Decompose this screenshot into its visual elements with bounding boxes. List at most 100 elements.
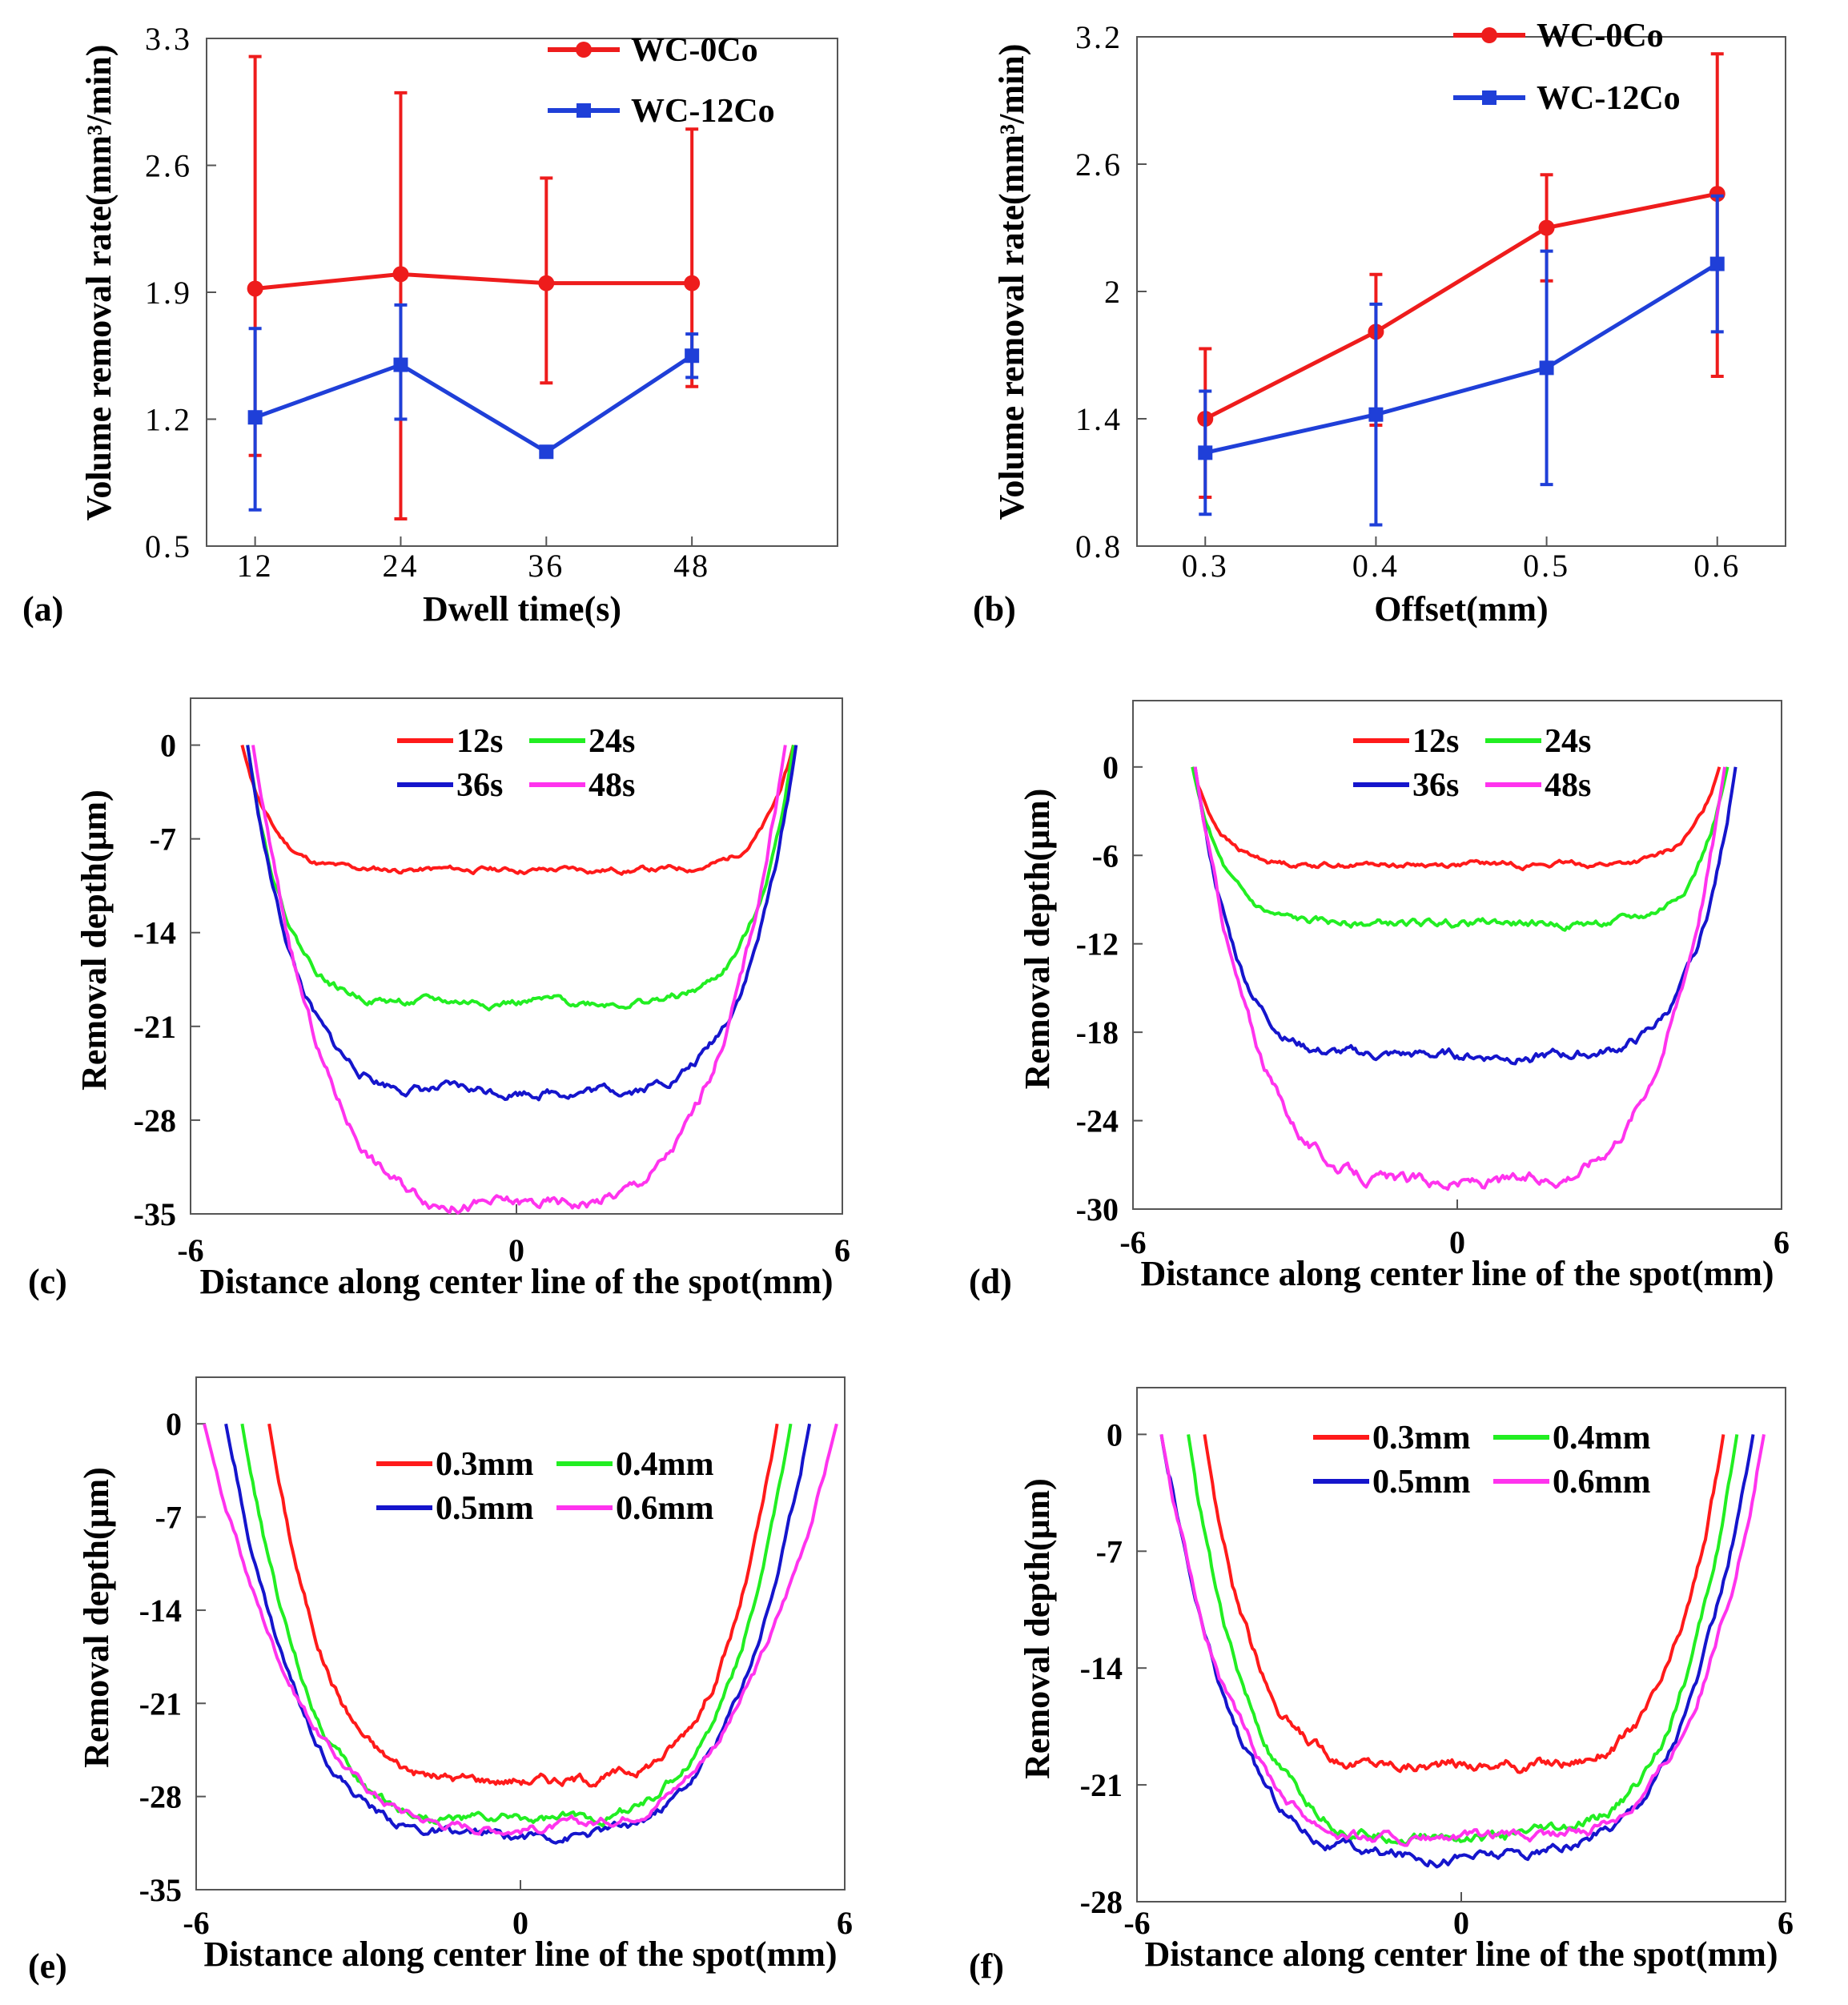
y-tick-label: -24 (1076, 1103, 1119, 1139)
x-tick-label: -6 (1123, 1905, 1150, 1941)
series-line-0 (1204, 191, 1718, 421)
y-tick-label: -21 (1080, 1767, 1123, 1803)
legend-marker (1481, 27, 1497, 43)
data-point-marker (685, 348, 700, 364)
series-line-1 (240, 1423, 793, 1828)
x-axis-title: Distance along center line of the spot(m… (199, 1262, 833, 1301)
y-axis-title: Removal depth(μm) (74, 790, 114, 1091)
x-tick-label: 6 (834, 1232, 850, 1268)
y-tick-label: -30 (1076, 1191, 1119, 1228)
legend-label: 48s (1545, 767, 1591, 804)
legend-marker (576, 103, 591, 118)
legend-label: 12s (456, 723, 503, 760)
y-tick-label: -14 (134, 915, 176, 951)
data-point-marker (247, 280, 263, 297)
y-tick-label: -7 (155, 1500, 182, 1536)
y-tick-label: -7 (150, 822, 176, 858)
legend-label: WC-12Co (631, 93, 775, 130)
series-line-0 (255, 271, 693, 291)
y-tick-label: 1.9 (145, 275, 192, 311)
series-line-3 (1193, 766, 1727, 1191)
y-tick-label: 0.8 (1075, 528, 1123, 565)
data-point-marker (1709, 256, 1725, 271)
legend-marker (1482, 90, 1496, 105)
x-tick-label: 0 (1453, 1905, 1469, 1941)
data-point-marker (1709, 186, 1725, 203)
plot-frame (1136, 36, 1786, 547)
series-line-0 (1203, 1434, 1725, 1774)
chart-panel-1: 0.8 1.4 2 2.6 3.2 0.3 0.4 0.5 0.6 Offset(mm) Volum… (973, 18, 1786, 629)
y-axis-title: Removal depth(μm) (1018, 789, 1057, 1090)
x-tick-label: -6 (177, 1232, 203, 1268)
y-tick-label: 1.2 (145, 402, 192, 438)
y-tick-label: -14 (139, 1593, 182, 1629)
x-tick-label: 12 (237, 548, 274, 584)
y-tick-label: 2.6 (145, 148, 192, 184)
x-tick-label: 0 (508, 1232, 524, 1268)
legend-label: 0.5mm (1372, 1464, 1470, 1501)
series-line-1 (1191, 766, 1729, 932)
data-point-marker (392, 266, 409, 283)
y-tick-label: -21 (134, 1009, 176, 1045)
y-axis-title: Volume removal rate(mm³/min) (992, 44, 1031, 520)
series-line-3 (1159, 1434, 1766, 1847)
legend-label: 0.6mm (616, 1490, 713, 1527)
series-line-3 (251, 745, 787, 1215)
y-tick-label: 0 (1107, 1416, 1123, 1453)
x-tick-label: 0.3 (1182, 548, 1229, 584)
x-tick-label: 0 (512, 1905, 528, 1941)
legend-marker (576, 42, 592, 58)
y-tick-label: 0 (1103, 749, 1119, 786)
series-line-0 (1191, 766, 1721, 872)
x-tick-label: 6 (1774, 1224, 1790, 1260)
series-line-2 (246, 745, 798, 1102)
legend-label: WC-0Co (631, 32, 758, 69)
y-tick-label: -21 (139, 1686, 182, 1722)
y-tick-label: -18 (1076, 1015, 1119, 1051)
x-tick-label: 0 (1449, 1224, 1465, 1260)
y-tick-label: -14 (1080, 1650, 1123, 1686)
y-axis-title: Removal depth(μm) (1018, 1478, 1057, 1779)
panel-label: (f) (969, 1947, 1004, 1986)
data-point-marker (393, 357, 408, 372)
legend-label: 24s (1545, 723, 1591, 760)
chart-panel-0: 0.5 1.2 1.9 2.6 3.3 12 24 36 48 Dwell time(s) Volu… (22, 21, 838, 629)
legend-label: 0.5mm (436, 1490, 533, 1527)
data-point-marker (1368, 407, 1384, 422)
y-tick-label: -28 (134, 1103, 176, 1139)
y-tick-label: -7 (1096, 1533, 1123, 1569)
y-tick-label: 2.6 (1075, 147, 1123, 183)
y-tick-label: 2 (1104, 274, 1123, 310)
legend-label: 36s (456, 767, 503, 804)
legend-label: WC-0Co (1537, 18, 1664, 54)
series-line-0 (240, 744, 795, 876)
y-tick-label: 3.3 (145, 21, 192, 57)
y-tick-label: 0.5 (145, 528, 192, 565)
y-tick-label: -6 (1092, 838, 1119, 874)
series-line-1 (1187, 1434, 1739, 1846)
x-tick-label: -6 (1119, 1224, 1146, 1260)
panel-label: (b) (973, 589, 1016, 629)
series-line-1 (254, 354, 693, 455)
x-tick-label: 24 (382, 548, 419, 584)
data-point-marker (1198, 445, 1213, 460)
y-tick-label: 0 (160, 728, 176, 764)
x-axis-title: Dwell time(s) (423, 589, 621, 629)
x-tick-label: 6 (1778, 1905, 1794, 1941)
series-line-1 (1204, 262, 1719, 455)
y-tick-label: 0 (166, 1406, 182, 1442)
x-tick-label: 48 (673, 548, 710, 584)
data-point-marker (684, 275, 701, 291)
legend-label: 36s (1412, 767, 1459, 804)
x-tick-label: -6 (183, 1905, 209, 1941)
legend-label: WC-12Co (1537, 80, 1681, 117)
data-point-marker (539, 444, 554, 460)
panel-label: (a) (22, 589, 63, 629)
y-axis-title: Removal depth(μm) (77, 1467, 116, 1768)
legend-label: 0.6mm (1553, 1464, 1650, 1501)
series-line-2 (1159, 1434, 1755, 1869)
